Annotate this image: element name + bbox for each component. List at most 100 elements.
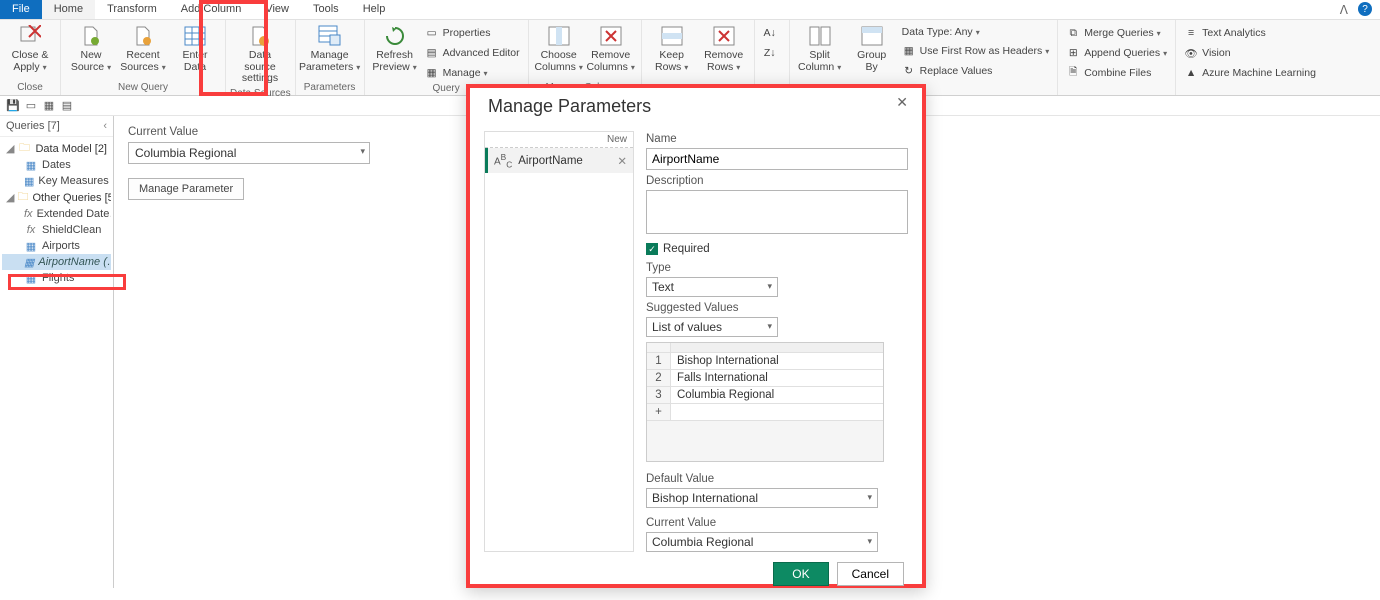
ribbon-collapse-icon[interactable]: ᐱ [1332,0,1356,19]
query-keymeasures-label: Key Measures [38,175,108,187]
fx-icon: fx [24,208,33,220]
values-row[interactable]: 3Columbia Regional [647,387,883,404]
dropdown-icon: ▾ [767,281,772,292]
close-apply-button[interactable]: Close & Apply [4,22,56,75]
tab-home[interactable]: Home [42,0,95,19]
combine-files-button[interactable]: 🗎Combine Files [1062,64,1171,82]
values-row[interactable]: 2Falls International [647,370,883,387]
refresh-preview-button[interactable]: Refresh Preview [369,22,421,75]
required-checkbox[interactable]: ✓ Required [646,243,908,255]
keep-rows-button[interactable]: Keep Rows [646,22,698,75]
current-value-text-dialog: Columbia Regional [652,535,753,549]
enter-data-icon [183,24,207,48]
remove-columns-label: Remove Columns [586,50,634,73]
row-value: Falls International [671,370,883,386]
sort-desc-button[interactable]: Z↓ [759,44,785,62]
merge-queries-button[interactable]: ⧉Merge Queries [1062,24,1171,42]
aml-button[interactable]: ▲Azure Machine Learning [1180,64,1320,82]
folder-icon: 🗀 [17,143,31,155]
enter-data-button[interactable]: Enter Data [169,22,221,75]
append-queries-button[interactable]: ⊞Append Queries [1062,44,1171,62]
group-by-button[interactable]: Group By [846,22,898,75]
tab-addcolumn[interactable]: Add Column [169,0,254,19]
query-airportname[interactable]: ▦AirportName (… [2,254,111,270]
query-flights[interactable]: ▦Flights [2,270,111,286]
tab-help[interactable]: Help [351,0,398,19]
data-type-button[interactable]: Data Type: Any [898,24,1054,40]
type-label: Type [646,262,908,274]
qa-icon-3[interactable]: ▦ [42,99,56,113]
tab-view[interactable]: View [253,0,301,19]
query-airports[interactable]: ▦Airports [2,238,111,254]
parameter-item-airportname[interactable]: ABC AirportName ✕ [485,148,633,173]
dropdown-icon: ▾ [767,321,772,332]
query-dates[interactable]: ▦Dates [2,157,111,173]
parameter-form: Name Description ✓ Required Type Text▾ S… [646,131,908,552]
row-add-icon: + [647,404,671,420]
text-analytics-button[interactable]: ≡Text Analytics [1180,24,1320,42]
manage-button[interactable]: ▦Manage [421,64,524,82]
values-row[interactable]: 1Bishop International [647,353,883,370]
description-input[interactable] [646,190,908,234]
data-source-settings-button[interactable]: Data source settings [230,22,290,87]
remove-columns-button[interactable]: Remove Columns [585,22,637,75]
save-icon[interactable]: 💾 [6,99,20,113]
current-value-select-dialog[interactable]: Columbia Regional▾ [646,532,878,552]
aml-icon: ▲ [1184,66,1198,80]
qa-icon-2[interactable]: ▭ [24,99,38,113]
new-source-icon [79,24,103,48]
row-index: 1 [647,353,671,369]
tab-tools[interactable]: Tools [301,0,351,19]
choose-columns-button[interactable]: Choose Columns [533,22,585,75]
query-extended-date[interactable]: fxExtended Date… [2,206,111,222]
merge-queries-label: Merge Queries [1084,27,1153,39]
required-label: Required [663,243,710,255]
values-add-row[interactable]: + [647,404,883,421]
queries-collapse-icon[interactable]: ‹ [103,120,107,132]
row-value: Bishop International [671,353,883,369]
sort-asc-button[interactable]: A↓ [759,24,785,42]
close-apply-icon [18,24,42,48]
dialog-close-button[interactable]: ✕ [892,94,912,111]
new-parameter-button[interactable]: New [485,132,633,148]
default-value-select[interactable]: Bishop International▾ [646,488,878,508]
query-shieldclean[interactable]: fxShieldClean [2,222,111,238]
vision-label: Vision [1202,47,1230,59]
delete-parameter-button[interactable]: ✕ [617,154,627,168]
suggested-values-select[interactable]: List of values▾ [646,317,778,337]
choose-columns-icon [547,24,571,48]
tab-transform[interactable]: Transform [95,0,169,19]
values-grid: 1Bishop International 2Falls Internation… [646,342,884,462]
combine-files-label: Combine Files [1084,67,1151,79]
group-close-label: Close [4,81,56,95]
row-value: Columbia Regional [671,387,883,403]
cancel-button[interactable]: Cancel [837,562,904,586]
type-select[interactable]: Text▾ [646,277,778,297]
name-input[interactable] [646,148,908,170]
table-icon: ▦ [24,272,38,284]
manage-parameter-button[interactable]: Manage Parameter [128,178,244,200]
current-value-combo[interactable]: Columbia Regional ▾ [128,142,370,164]
first-row-headers-button[interactable]: ▦Use First Row as Headers [898,42,1054,60]
new-source-button[interactable]: New Source [65,22,117,75]
recent-sources-button[interactable]: Recent Sources [117,22,169,75]
tab-file[interactable]: File [0,0,42,19]
folder-icon: ◢ [6,191,14,204]
query-group-datamodel[interactable]: ◢🗀Data Model [2] [2,140,111,157]
advanced-editor-button[interactable]: ▤Advanced Editor [421,44,524,62]
query-keymeasures[interactable]: ▦Key Measures [2,173,111,189]
data-source-settings-icon [248,24,272,48]
query-group-datamodel-label: Data Model [2] [35,143,107,155]
qa-icon-4[interactable]: ▤ [60,99,74,113]
split-column-button[interactable]: Split Column [794,22,846,75]
manage-parameters-button[interactable]: Manage Parameters [300,22,360,75]
ok-button[interactable]: OK [773,562,828,586]
current-value-label-dialog: Current Value [646,517,908,529]
remove-rows-button[interactable]: Remove Rows [698,22,750,75]
query-group-other[interactable]: ◢🗀Other Queries [5] [2,189,111,206]
vision-button[interactable]: 👁Vision [1180,44,1320,62]
properties-button[interactable]: ▭Properties [421,24,524,42]
query-airportname-label: AirportName (… [38,256,111,268]
replace-values-button[interactable]: ↻Replace Values [898,62,1054,80]
help-icon[interactable]: ? [1358,2,1372,16]
